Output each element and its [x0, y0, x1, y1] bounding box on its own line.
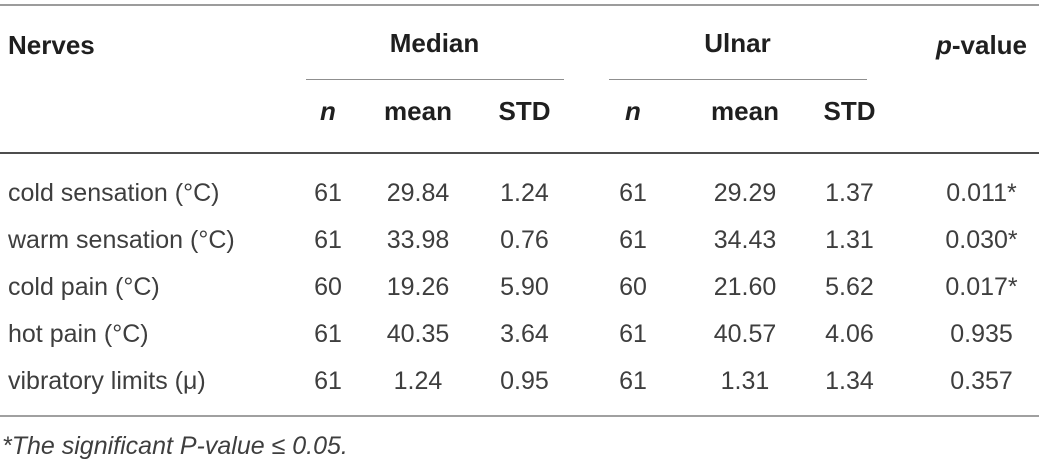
col-header-ulnar-n: n — [577, 82, 689, 153]
row-label: hot pain (°C) — [8, 320, 149, 348]
table-row: warm sensation (°C) 61 33.98 0.76 61 34.… — [0, 217, 1039, 264]
row-label: warm sensation (°C) — [8, 226, 235, 254]
stats-table: Nerves Median Ulnar p-value n mean STD n… — [0, 4, 1039, 417]
table-row: cold pain (°C) 60 19.26 5.90 60 21.60 5.… — [0, 264, 1039, 311]
ulnar-n-value: 60 — [619, 273, 647, 301]
p-value: 0.030* — [945, 226, 1018, 254]
ulnar-group-underline — [608, 79, 867, 80]
median-group-underline — [305, 79, 564, 80]
ulnar-std-value: 1.37 — [801, 152, 898, 217]
ulnar-n-label: n — [625, 96, 641, 126]
median-mean-value: 40.35 — [386, 320, 450, 348]
ulnar-std-value: 1.34 — [801, 358, 898, 417]
col-header-nerves: Nerves — [8, 30, 95, 60]
median-std-value: 3.64 — [500, 320, 549, 348]
p-value: 0.017* — [945, 273, 1018, 301]
p-value: 0.357 — [898, 358, 1039, 417]
col-group-ulnar: Ulnar — [577, 5, 898, 82]
ulnar-n-value: 61 — [577, 152, 689, 217]
col-header-ulnar-std: STD — [823, 96, 876, 126]
ulnar-n-value: 61 — [577, 358, 689, 417]
col-header-median-n: n — [292, 82, 364, 153]
median-mean-value: 29.84 — [364, 152, 472, 217]
row-label: cold sensation (°C) — [0, 152, 292, 217]
pvalue-header-suffix: -value — [951, 30, 1028, 60]
header-sub-row: n mean STD n mean STD — [0, 82, 1039, 153]
table-row: hot pain (°C) 61 40.35 3.64 61 40.57 4.0… — [0, 311, 1039, 358]
ulnar-mean-value: 29.29 — [689, 152, 801, 217]
median-std-value: 5.90 — [500, 273, 549, 301]
median-std-value: 1.24 — [472, 152, 577, 217]
table-footnote: *The significant P-value ≤ 0.05. — [2, 432, 348, 460]
ulnar-std-value: 5.62 — [825, 273, 874, 301]
median-std-value: 0.95 — [472, 358, 577, 417]
ulnar-n-value: 61 — [619, 226, 647, 254]
col-header-ulnar-mean: mean — [711, 96, 779, 126]
median-mean-value: 33.98 — [386, 226, 450, 254]
table-row: cold sensation (°C) 61 29.84 1.24 61 29.… — [0, 152, 1039, 217]
ulnar-mean-value: 34.43 — [713, 226, 777, 254]
header-group-row: Nerves Median Ulnar p-value — [0, 5, 1039, 82]
median-n-value: 61 — [292, 152, 364, 217]
col-header-median-mean: mean — [384, 96, 452, 126]
median-std-value: 0.76 — [500, 226, 549, 254]
col-header-pvalue: p-value — [898, 5, 1039, 153]
ulnar-std-value: 1.31 — [825, 226, 874, 254]
row-label: cold pain (°C) — [8, 273, 160, 301]
ulnar-mean-value: 1.31 — [689, 358, 801, 417]
ulnar-std-value: 4.06 — [825, 320, 874, 348]
ulnar-n-value: 61 — [619, 320, 647, 348]
group-label-ulnar: Ulnar — [704, 28, 771, 58]
col-group-median: Median — [292, 5, 577, 82]
ulnar-mean-value: 40.57 — [713, 320, 777, 348]
median-mean-value: 19.26 — [386, 273, 450, 301]
table-row: vibratory limits (μ) 61 1.24 0.95 61 1.3… — [0, 358, 1039, 417]
pvalue-header-p: p — [935, 30, 952, 60]
ulnar-mean-value: 21.60 — [713, 273, 777, 301]
median-mean-value: 1.24 — [364, 358, 472, 417]
row-label: vibratory limits (μ) — [0, 358, 292, 417]
p-value: 0.011* — [898, 152, 1039, 217]
p-value: 0.935 — [950, 320, 1013, 348]
median-n-value: 61 — [292, 358, 364, 417]
median-n-value: 60 — [314, 273, 342, 301]
col-header-median-std: STD — [498, 96, 551, 126]
median-n-value: 61 — [314, 320, 342, 348]
group-label-median: Median — [389, 28, 480, 58]
median-n-value: 61 — [314, 226, 342, 254]
median-n-label: n — [320, 96, 336, 126]
